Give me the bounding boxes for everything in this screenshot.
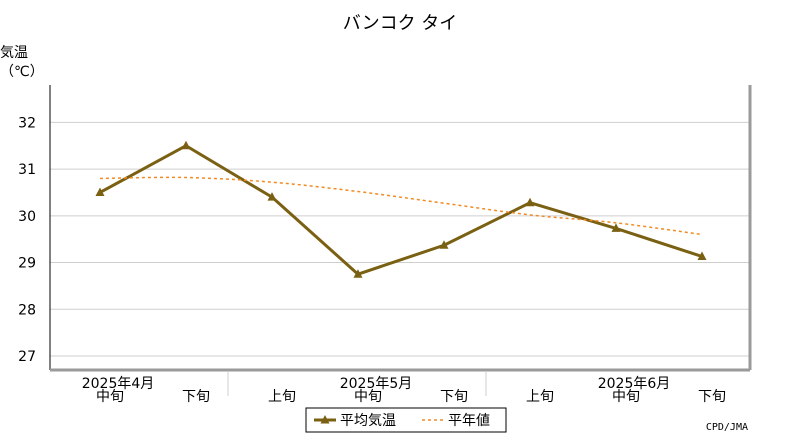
data-point-marker (611, 223, 621, 232)
legend-label-normal: 平年値 (448, 413, 490, 429)
grid (50, 121, 750, 357)
series (95, 140, 707, 278)
series-line-normal (99, 176, 703, 236)
series-line-average (99, 144, 703, 276)
y-axis-unit: （℃） (0, 64, 44, 80)
x-tick-label: 上旬 (268, 389, 296, 405)
data-point-marker (439, 240, 449, 249)
x-tick-label: 中旬 (354, 389, 382, 405)
legend-marker-average (320, 415, 330, 424)
chart-title: バンコク タイ (343, 13, 458, 34)
month-label: 2025年5月 (340, 376, 413, 392)
x-tick-label: 中旬 (96, 389, 124, 405)
legend: 平均気温 平年値 (305, 407, 507, 433)
x-tick-label: 上旬 (526, 389, 554, 405)
x-tick-label: 下旬 (182, 389, 210, 405)
y-tick-labels: 27 28 29 30 31 32 (18, 115, 36, 365)
x-tick-label: 下旬 (440, 389, 468, 405)
legend-box (305, 407, 507, 433)
y-tick-label: 28 (18, 302, 36, 318)
legend-label-average: 平均気温 (340, 413, 396, 429)
data-point-marker (697, 251, 707, 260)
data-point-marker (525, 197, 535, 207)
x-tick-labels: 中旬 下旬 上旬 中旬 下旬 上旬 中旬 下旬 2025年4月 2025年5月 2025年6月 (82, 376, 726, 405)
data-point-marker (95, 187, 105, 196)
y-tick-label: 30 (18, 209, 36, 225)
y-axis-label: 気温 (0, 45, 28, 61)
month-label: 2025年4月 (82, 376, 155, 392)
y-tick-label: 32 (18, 115, 36, 131)
x-tick-label: 中旬 (612, 389, 640, 405)
credit-text: CPD/JMA (706, 422, 748, 433)
month-label: 2025年6月 (598, 376, 671, 392)
data-point-marker (353, 269, 363, 278)
axes (49, 85, 752, 396)
data-point-marker (267, 192, 277, 201)
data-point-marker (181, 140, 191, 150)
y-tick-label: 29 (18, 256, 36, 272)
x-tick-label: 下旬 (698, 389, 726, 405)
y-tick-label: 31 (18, 162, 36, 178)
y-tick-label: 27 (18, 349, 36, 365)
